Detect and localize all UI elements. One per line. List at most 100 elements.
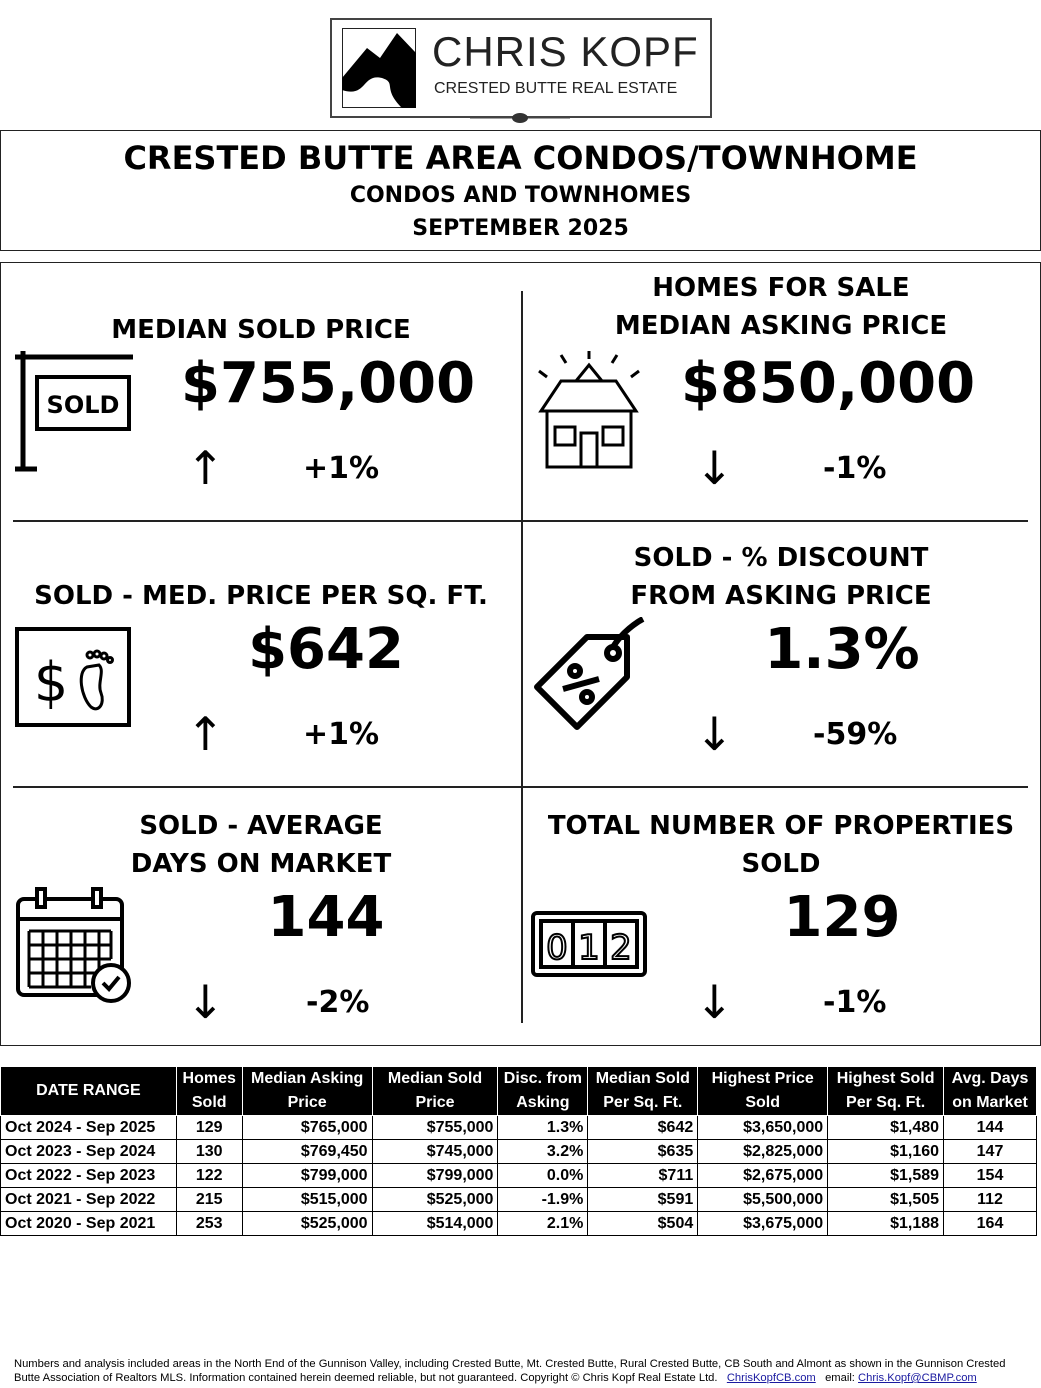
metrics-panel: MEDIAN SOLD PRICE SOLD $755,000 ↑ +1% HO… [0,262,1041,1046]
table-cell: 112 [943,1187,1037,1212]
table-cell: 164 [943,1211,1037,1236]
arrow-down-icon: ↓ [695,441,734,495]
dollar-footprint-icon: $ [15,627,131,727]
arrow-down-icon: ↓ [695,707,734,761]
svg-text:2: 2 [610,928,632,968]
table-cell: $1,480 [827,1115,945,1140]
logo: CHRIS KOPF CRESTED BUTTE REAL ESTATE [330,18,712,118]
table-cell: $504 [587,1211,699,1236]
email-label: email: [825,1372,855,1384]
table-row: Oct 2021 - Sep 2022 215 $515,000 $525,000 -1… [0,1187,1037,1212]
svg-text:1: 1 [578,928,600,968]
metric-value: 129 [783,885,901,950]
metric-label: FROM ASKING PRICE [630,581,932,611]
table-cell: 253 [175,1211,243,1236]
column-header: Median Asking Price [241,1066,373,1116]
svg-text:0: 0 [546,928,568,968]
column-header-text: Homes [182,1070,236,1087]
footer-line: Butte Association of Realtors MLS. Infor… [14,1372,718,1384]
table-cell: $525,000 [241,1211,373,1236]
arrow-down-icon: ↓ [695,975,734,1029]
arrow-up-icon: ↑ [186,441,225,495]
column-header-text: Highest Price [711,1070,814,1087]
table-cell: $799,000 [371,1163,499,1188]
metric-value: $850,000 [681,351,976,416]
metric-label: HOMES FOR SALE [652,273,910,303]
table-cell: $755,000 [371,1115,499,1140]
svg-text:SOLD: SOLD [47,391,120,419]
calendar-icon [16,887,131,1003]
fly-icon [470,113,570,123]
column-header: Median Sold Per Sq. Ft. [587,1066,699,1116]
table-cell: Oct 2024 - Sep 2025 [0,1115,177,1140]
table-cell: Oct 2021 - Sep 2022 [0,1187,177,1212]
column-header-text: Avg. Days [951,1070,1029,1087]
arrow-down-icon: ↓ [186,975,225,1029]
metric-value: 1.3% [764,617,920,682]
page-subtitle: CONDOS AND TOWNHOMES [349,183,692,208]
table-cell: $1,188 [827,1211,945,1236]
metric-label: SOLD - % DISCOUNT [633,543,929,573]
metric-label: SOLD - AVERAGE [139,811,383,841]
table-cell: -1.9% [497,1187,589,1212]
mountain-logo-icon [342,28,416,108]
table-cell: $642 [587,1115,699,1140]
footer-disclaimer: Numbers and analysis included areas in t… [14,1357,1034,1385]
column-header: DATE RANGE [0,1066,177,1116]
metric-value: $642 [248,617,404,682]
column-header-text: Highest Sold [836,1070,935,1087]
column-header-text: DATE RANGE [36,1082,141,1099]
table-cell: 0.0% [497,1163,589,1188]
table-cell: $745,000 [371,1139,499,1164]
column-header-text: Median Sold [387,1070,483,1087]
column-header: Highest Sold Per Sq. Ft. [827,1066,945,1116]
metric-label: TOTAL NUMBER OF PROPERTIES [547,811,1015,841]
column-header: Homes Sold [175,1066,243,1116]
discount-tag-icon [534,617,645,730]
column-header-text: Price [287,1094,327,1111]
column-header-text: Disc. from [503,1070,583,1087]
table-cell: $514,000 [371,1211,499,1236]
table-cell: 144 [943,1115,1037,1140]
table-cell: $5,500,000 [697,1187,829,1212]
table-cell: 154 [943,1163,1037,1188]
table-cell: Oct 2023 - Sep 2024 [0,1139,177,1164]
table-cell: $515,000 [241,1187,373,1212]
arrow-up-icon: ↑ [186,707,225,761]
table-cell: $2,675,000 [697,1163,829,1188]
table-cell: $3,650,000 [697,1115,829,1140]
email-link[interactable]: Chris.Kopf@CBMP.com [858,1372,977,1384]
table-cell: 3.2% [497,1139,589,1164]
column-header-text: Sold [191,1094,227,1111]
table-cell: $799,000 [241,1163,373,1188]
metric-change: -59% [813,717,898,752]
column-header: Median Sold Price [371,1066,499,1116]
table-row: Oct 2024 - Sep 2025 129 $765,000 $755,000 1.… [0,1115,1037,1140]
table-cell: 2.1% [497,1211,589,1236]
table-cell: $525,000 [371,1187,499,1212]
website-link[interactable]: ChrisKopfCB.com [726,1372,816,1384]
report-period: SEPTEMBER 2025 [412,216,629,241]
table-cell: 122 [175,1163,243,1188]
logo-name: CHRIS KOPF [432,28,699,75]
table-cell: $1,160 [827,1139,945,1164]
table-cell: 215 [175,1187,243,1212]
table-cell: 1.3% [497,1115,589,1140]
column-header-text: Median Asking [250,1070,364,1087]
table-cell: $711 [587,1163,699,1188]
metric-change: +1% [303,451,380,486]
column-header: Avg. Days on Market [943,1066,1037,1116]
table-row: Oct 2022 - Sep 2023 122 $799,000 $799,000 0.… [0,1163,1037,1188]
column-header: Highest Price Sold [697,1066,829,1116]
table-header-row: DATE RANGE Homes Sold Median Asking Price Med… [0,1066,1037,1116]
table-cell: Oct 2020 - Sep 2021 [0,1211,177,1236]
column-header-text: Per Sq. Ft. [846,1094,926,1111]
table-cell: $591 [587,1187,699,1212]
column-header-text: on Market [952,1094,1028,1111]
page-title: CRESTED BUTTE AREA CONDOS/TOWNHOME [123,139,918,177]
table-cell: 130 [175,1139,243,1164]
table-cell: 129 [175,1115,243,1140]
column-header-text: Sold [745,1094,781,1111]
metric-change: -1% [823,985,887,1020]
